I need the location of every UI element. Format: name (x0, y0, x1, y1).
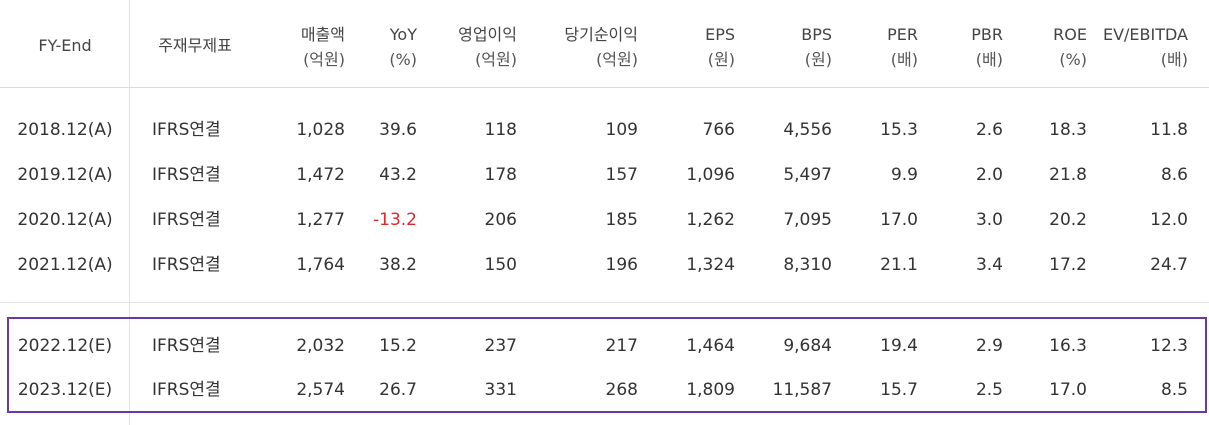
table-cell-eps: 1,464 (686, 336, 735, 356)
table-cell-fy: 2018.12(A) (17, 120, 113, 140)
table-cell-eps: 1,324 (686, 255, 735, 275)
table-cell-yoy: -13.2 (373, 210, 417, 230)
header-yoy-unit: (%) (389, 50, 417, 69)
header-per-unit: (배) (890, 50, 918, 69)
table-cell-ev: 12.3 (1150, 336, 1188, 356)
header-sales-unit: (억원) (303, 50, 345, 69)
table-cell-yoy: 43.2 (379, 165, 417, 185)
table-cell-fy: 2020.12(A) (17, 210, 113, 230)
table-cell-sales: 1,764 (296, 255, 345, 275)
table-cell-net: 196 (605, 255, 638, 275)
table-cell-fy: 2019.12(A) (17, 165, 113, 185)
table-cell-ev: 8.5 (1160, 380, 1188, 400)
table-cell-bps: 9,684 (783, 336, 832, 356)
table-cell-roe: 21.8 (1049, 165, 1087, 185)
header-sales: 매출액 (300, 25, 345, 44)
table-cell-bps: 5,497 (783, 165, 832, 185)
table-cell-basis: IFRS연결 (152, 255, 221, 275)
header-ev-unit: (배) (1160, 50, 1188, 69)
actual-estimate-separator (0, 302, 1209, 303)
table-cell-bps: 8,310 (783, 255, 832, 275)
table-cell-pbr: 3.0 (975, 210, 1003, 230)
table-cell-fy: 2022.12(E) (17, 336, 113, 356)
table-cell-ev: 12.0 (1150, 210, 1188, 230)
table-cell-eps: 1,262 (686, 210, 735, 230)
table-cell-sales: 1,028 (296, 120, 345, 140)
table-cell-fy: 2021.12(A) (17, 255, 113, 275)
header-eps-unit: (원) (707, 50, 735, 69)
header-bps: BPS (801, 25, 832, 44)
table-cell-bps: 7,095 (783, 210, 832, 230)
header-yoy: YoY (389, 25, 417, 44)
header-op: 영업이익 (458, 25, 517, 44)
table-cell-op: 118 (484, 120, 517, 140)
table-cell-sales: 1,472 (296, 165, 345, 185)
table-cell-yoy: 26.7 (379, 380, 417, 400)
table-cell-op: 331 (484, 380, 517, 400)
table-cell-yoy: 39.6 (379, 120, 417, 140)
table-cell-roe: 20.2 (1049, 210, 1087, 230)
table-cell-eps: 1,096 (686, 165, 735, 185)
header-op-unit: (억원) (475, 50, 517, 69)
table-cell-basis: IFRS연결 (152, 380, 221, 400)
table-cell-pbr: 2.6 (975, 120, 1003, 140)
estimate-highlight-box (7, 317, 1207, 413)
header-eps: EPS (705, 25, 735, 44)
table-cell-eps: 1,809 (686, 380, 735, 400)
table-cell-sales: 1,277 (296, 210, 345, 230)
table-cell-op: 237 (484, 336, 517, 356)
table-cell-per: 19.4 (880, 336, 918, 356)
table-cell-basis: IFRS연결 (152, 165, 221, 185)
table-cell-roe: 17.2 (1049, 255, 1087, 275)
header-pbr-unit: (배) (975, 50, 1003, 69)
table-cell-sales: 2,032 (296, 336, 345, 356)
table-cell-basis: IFRS연결 (152, 120, 221, 140)
column-divider (129, 0, 130, 425)
table-cell-pbr: 2.5 (975, 380, 1003, 400)
table-cell-per: 15.7 (880, 380, 918, 400)
table-cell-net: 217 (605, 336, 638, 356)
table-cell-basis: IFRS연결 (152, 336, 221, 356)
table-cell-roe: 17.0 (1049, 380, 1087, 400)
table-cell-yoy: 38.2 (379, 255, 417, 275)
table-cell-ev: 11.8 (1150, 120, 1188, 140)
header-net: 당기순이익 (564, 25, 638, 44)
table-cell-op: 178 (484, 165, 517, 185)
table-cell-basis: IFRS연결 (152, 210, 221, 230)
header-roe: ROE (1053, 25, 1087, 44)
table-cell-net: 268 (605, 380, 638, 400)
table-cell-sales: 2,574 (296, 380, 345, 400)
header-net-unit: (억원) (596, 50, 638, 69)
header-per: PER (887, 25, 918, 44)
table-cell-bps: 4,556 (783, 120, 832, 140)
table-cell-pbr: 2.0 (975, 165, 1003, 185)
table-cell-op: 150 (484, 255, 517, 275)
header-basis: 주재무제표 (158, 36, 232, 55)
table-cell-ev: 8.6 (1160, 165, 1188, 185)
table-cell-bps: 11,587 (772, 380, 832, 400)
table-cell-yoy: 15.2 (379, 336, 417, 356)
header-fy: FY-End (38, 36, 92, 55)
table-header (0, 0, 1209, 88)
table-cell-per: 9.9 (890, 165, 918, 185)
table-cell-roe: 16.3 (1049, 336, 1087, 356)
table-cell-net: 185 (605, 210, 638, 230)
table-cell-per: 21.1 (880, 255, 918, 275)
table-cell-pbr: 2.9 (975, 336, 1003, 356)
table-cell-net: 109 (605, 120, 638, 140)
table-cell-op: 206 (484, 210, 517, 230)
header-pbr: PBR (971, 25, 1003, 44)
table-cell-per: 17.0 (880, 210, 918, 230)
table-cell-pbr: 3.4 (975, 255, 1003, 275)
table-cell-roe: 18.3 (1049, 120, 1087, 140)
header-bps-unit: (원) (804, 50, 832, 69)
table-cell-ev: 24.7 (1150, 255, 1188, 275)
header-ev: EV/EBITDA (1102, 25, 1188, 44)
table-cell-per: 15.3 (880, 120, 918, 140)
table-cell-eps: 766 (702, 120, 735, 140)
table-cell-fy: 2023.12(E) (17, 380, 113, 400)
header-roe-unit: (%) (1059, 50, 1087, 69)
table-cell-net: 157 (605, 165, 638, 185)
